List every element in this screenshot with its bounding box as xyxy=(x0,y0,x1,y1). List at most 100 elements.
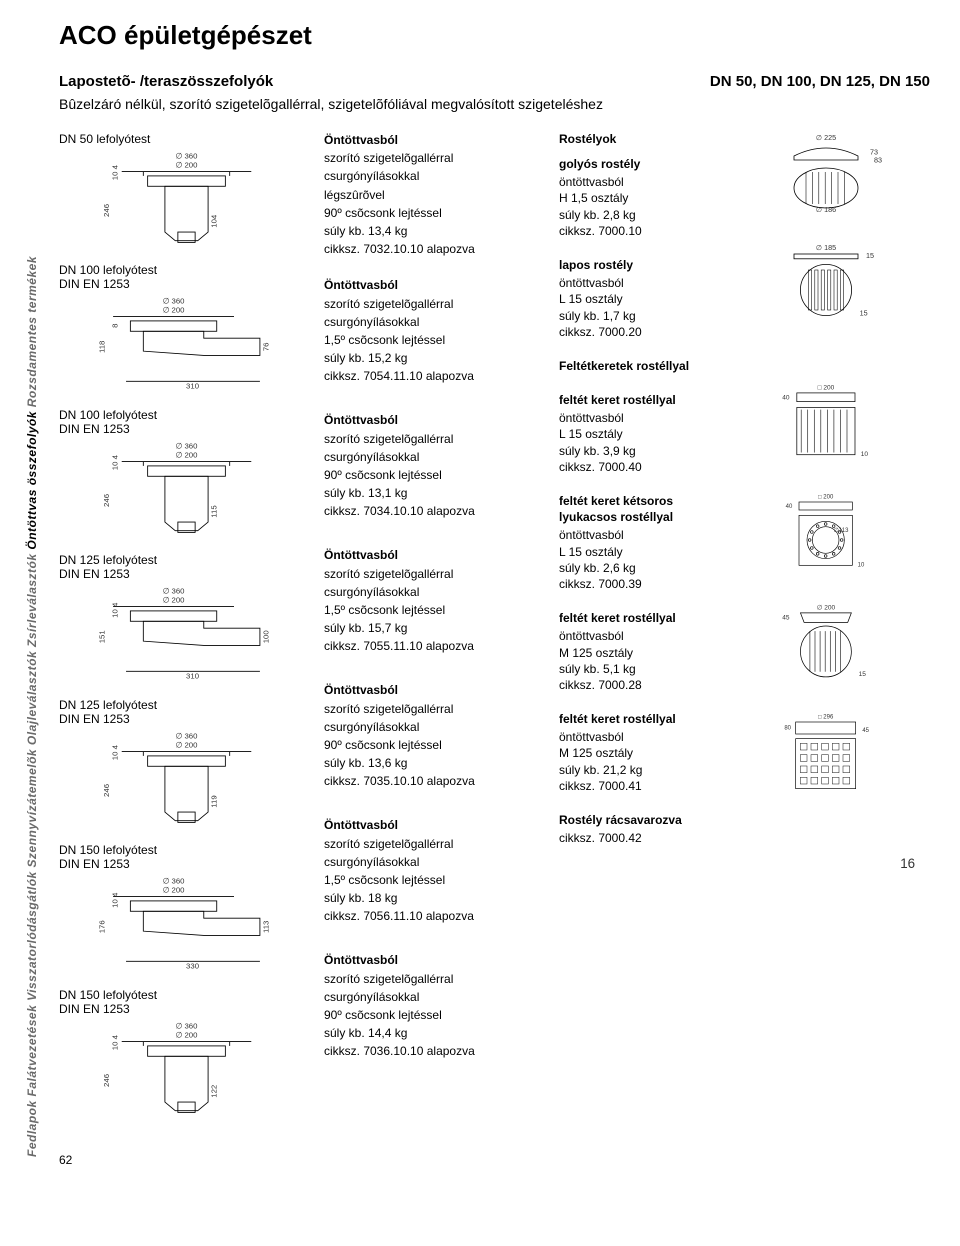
spec-line: Öntöttvasból xyxy=(324,952,549,968)
svg-text:□ 296: □ 296 xyxy=(818,715,834,721)
spec-line: Öntöttvasból xyxy=(324,682,549,698)
spec-line: szorító szigetelõgallérral xyxy=(324,836,549,852)
svg-text:40: 40 xyxy=(786,504,793,510)
svg-text:83: 83 xyxy=(874,155,882,164)
spec-block: Öntöttvasbólszorító szigetelõgallérralcs… xyxy=(324,132,549,257)
product-item: DN 50 lefolyótest ∅ 360 ∅ 200 246 104 10… xyxy=(59,132,314,245)
spec-line: szorító szigetelõgallérral xyxy=(324,971,549,987)
svg-text:246: 246 xyxy=(102,204,111,217)
svg-text:10 4: 10 4 xyxy=(110,744,119,760)
right-block-line: cikksz. 7000.10 xyxy=(559,223,714,239)
right-block-line: öntöttvasból xyxy=(559,174,714,190)
item-title: DN 150 lefolyótest xyxy=(59,843,314,857)
svg-text:246: 246 xyxy=(102,1074,111,1087)
spec-line: 1,5º csõcsonk lejtéssel xyxy=(324,332,549,348)
spec-block: Öntöttvasbólszorító szigetelõgallérralcs… xyxy=(324,547,549,662)
technical-drawing: ∅ 360 ∅ 200 246 115 10 4 xyxy=(59,440,314,535)
svg-text:45: 45 xyxy=(863,728,870,734)
spec-line: csurgónyílásokkal xyxy=(324,449,549,465)
spec-line: súly kb. 13,1 kg xyxy=(324,485,549,501)
spec-block: Öntöttvasbólszorító szigetelõgallérralcs… xyxy=(324,277,549,392)
right-block: golyós rostély öntöttvasbólH 1,5 osztály… xyxy=(559,156,714,239)
item-title: DN 125 lefolyótest xyxy=(59,698,314,712)
spec-line: súly kb. 13,4 kg xyxy=(324,223,549,239)
item-title: DN 150 lefolyótest xyxy=(59,988,314,1002)
svg-text:∅ 200: ∅ 200 xyxy=(163,595,186,604)
right-block-head: Feltétkeretek rostéllyal xyxy=(559,358,714,374)
product-item: DN 125 lefolyótest DIN EN 1253 ∅ 360 ∅ 2… xyxy=(59,553,314,680)
thumbnail-drawing: □ 296 80 45 xyxy=(722,712,930,792)
svg-text:∅ 200: ∅ 200 xyxy=(163,305,186,314)
sidebar-item: Rozsdamentes termékek xyxy=(25,256,39,407)
sidebar-item: Fedlapok xyxy=(25,1100,39,1157)
svg-text:10: 10 xyxy=(858,563,865,569)
svg-text:∅ 200: ∅ 200 xyxy=(176,1030,199,1039)
thumbnail-drawing: ∅ 225 73 83 ∅ 186 xyxy=(722,132,930,212)
right-block: feltét keret rostéllyal öntöttvasbólL 15… xyxy=(559,392,714,475)
technical-drawing: ∅ 360 ∅ 200 246 122 10 4 xyxy=(59,1020,314,1115)
spec-line: súly kb. 15,2 kg xyxy=(324,350,549,366)
right-block-line: cikksz. 7000.42 xyxy=(559,830,714,846)
right-block: feltét keret rostéllyal öntöttvasbólM 12… xyxy=(559,711,714,794)
right-block-line: M 125 osztály xyxy=(559,645,714,661)
svg-text:□ 200: □ 200 xyxy=(818,384,835,391)
spec-line: súly kb. 15,7 kg xyxy=(324,620,549,636)
sidebar-item: Visszatorlódásgátlók xyxy=(25,871,39,1001)
spec-line: Öntöttvasból xyxy=(324,132,549,148)
svg-text:119: 119 xyxy=(210,795,219,807)
thumbnail-drawing: □ 200 40 10 xyxy=(722,382,930,462)
svg-text:330: 330 xyxy=(186,961,200,970)
spec-block: Öntöttvasbólszorító szigetelõgallérralcs… xyxy=(324,952,549,1067)
right-block-head: feltét keret rostéllyal xyxy=(559,392,714,408)
middle-column: Öntöttvasból szorító szigetelõgallérral cs… xyxy=(324,132,549,1133)
sidebar-item: Zsírleválasztók xyxy=(25,553,39,647)
svg-text:∅ 200: ∅ 200 xyxy=(176,160,199,169)
spec-block: Öntöttvasbólszorító szigetelõgallérralcs… xyxy=(324,817,549,932)
item-title: DN 100 lefolyótest xyxy=(59,263,314,277)
spec-line: 90º csõcsonk lejtéssel xyxy=(324,467,549,483)
page-heading: ACO épületgépészet xyxy=(59,20,930,51)
svg-text:15: 15 xyxy=(860,309,868,318)
technical-drawing: ∅ 360 ∅ 200 330 176 113 10 4 xyxy=(59,875,314,970)
content-columns: DN 50 lefolyótest ∅ 360 ∅ 200 246 104 10… xyxy=(59,132,930,1133)
spec-line: szorító szigetelõgallérral xyxy=(324,566,549,582)
thumbnail-drawing xyxy=(722,352,930,372)
spec-line: szorító szigetelõgallérral xyxy=(324,296,549,312)
svg-text:10 4: 10 4 xyxy=(110,602,119,618)
right-block-line: cikksz. 7000.40 xyxy=(559,459,714,475)
right-title: Rostélyok xyxy=(559,132,714,146)
product-item: DN 100 lefolyótest DIN EN 1253 ∅ 360 ∅ 2… xyxy=(59,263,314,390)
right-block-line: L 15 osztály xyxy=(559,544,714,560)
svg-text:176: 176 xyxy=(97,920,106,933)
thumbnail-drawing: 16 xyxy=(722,822,930,902)
right-block-line: súly kb. 5,1 kg xyxy=(559,661,714,677)
svg-text:∅ 360: ∅ 360 xyxy=(163,587,186,596)
page: Fedlapok Falátvezetések Visszatorlódásgá… xyxy=(20,20,930,1167)
right-block-line: cikksz. 7000.28 xyxy=(559,677,714,693)
technical-drawing: ∅ 360 ∅ 200 310 151 100 10 4 xyxy=(59,585,314,680)
svg-text:10 4: 10 4 xyxy=(110,1034,119,1050)
subtitle-right: DN 50, DN 100, DN 125, DN 150 xyxy=(710,73,930,90)
svg-text:15: 15 xyxy=(859,671,867,678)
spec-line: Öntöttvasból xyxy=(324,547,549,563)
right-block-line: súly kb. 21,2 kg xyxy=(559,762,714,778)
svg-text:∅ 360: ∅ 360 xyxy=(163,877,186,886)
svg-text:10: 10 xyxy=(861,451,869,458)
spec-line: 1,5º csõcsonk lejtéssel xyxy=(324,872,549,888)
spec-line: szorító szigetelõgallérral xyxy=(324,701,549,717)
right-block-head: feltét keret kétsoros lyukacsos rostélly… xyxy=(559,493,714,525)
intro-text: Bûzelzáró nélkül, szorító szigetelõgallé… xyxy=(59,96,930,112)
right-text-column: Rostélyok golyós rostély öntöttvasbólH 1… xyxy=(559,132,714,1133)
spec-line: 90º csõcsonk lejtéssel xyxy=(324,737,549,753)
right-block-line: L 15 osztály xyxy=(559,291,714,307)
spec-block: Öntöttvasbólszorító szigetelõgallérralcs… xyxy=(324,682,549,797)
spec-line: Öntöttvasból xyxy=(324,412,549,428)
right-block-line: súly kb. 2,6 kg xyxy=(559,560,714,576)
right-block-line: H 1,5 osztály xyxy=(559,190,714,206)
spec-line: 90º csõcsonk lejtéssel xyxy=(324,1007,549,1023)
svg-text:118: 118 xyxy=(97,341,106,353)
spec-line: súly kb. 14,4 kg xyxy=(324,1025,549,1041)
right-block: feltét keret rostéllyal öntöttvasbólM 12… xyxy=(559,610,714,693)
right-block-head: lapos rostély xyxy=(559,257,714,273)
sidebar-categories: Fedlapok Falátvezetések Visszatorlódásgá… xyxy=(20,20,44,1167)
